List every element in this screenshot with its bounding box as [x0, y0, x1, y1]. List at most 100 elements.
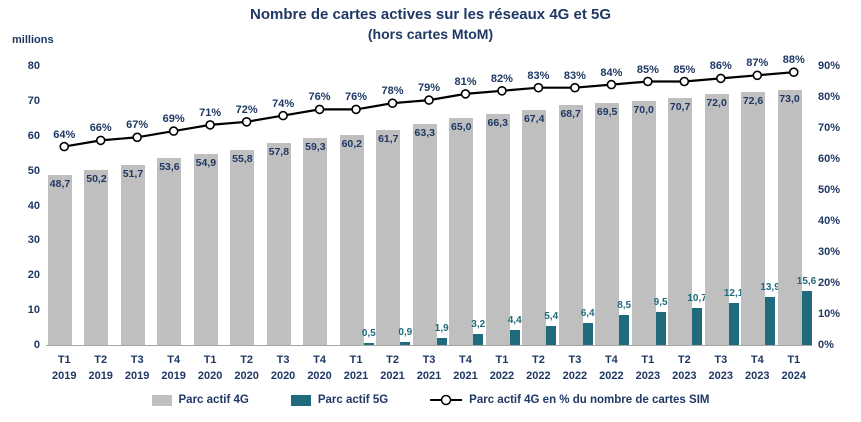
bar-label-4g: 55,8 [232, 153, 253, 166]
right-axis-tick: 0% [818, 339, 834, 351]
bar-label-5g: 6,4 [580, 307, 595, 319]
x-label-year: 2023 [745, 370, 770, 382]
bar-label-4g: 73,0 [779, 93, 800, 106]
bar-5g [546, 326, 557, 345]
pct-line-marker [95, 135, 106, 146]
left-axis-tick: 20 [27, 269, 40, 282]
x-axis-label: T3 2019 [119, 352, 155, 384]
pct-point-label: 83% [527, 69, 550, 82]
x-label-year: 2019 [161, 370, 186, 382]
bar-label-5g: 9,5 [653, 296, 668, 308]
pct-point-label: 79% [417, 82, 441, 95]
x-label-quarter: T4 [604, 354, 618, 366]
x-axis-label: T1 2020 [192, 352, 228, 384]
x-label-year: 2021 [416, 370, 442, 382]
bar-label-4g: 68,7 [560, 108, 581, 121]
bar-5g [436, 338, 447, 345]
pct-line-marker [570, 82, 580, 93]
pct-point-label: 81% [454, 75, 477, 88]
pct-line-marker [424, 95, 434, 105]
x-axis-label: T1 2022 [484, 352, 520, 384]
x-axis-label: T3 2020 [265, 352, 301, 384]
x-axis-label: T2 2021 [374, 352, 410, 384]
pct-line-marker [168, 126, 179, 136]
x-label-quarter: T3 [130, 354, 144, 366]
pct-point-label: 74% [272, 97, 295, 110]
x-axis-label: T2 2019 [82, 352, 118, 384]
x-label-year: 2023 [708, 370, 734, 382]
x-label-quarter: T1 [349, 354, 363, 366]
bar-label-4g: 57,8 [268, 146, 290, 159]
pct-point-label: 76% [345, 91, 368, 104]
pct-line-marker [606, 79, 617, 90]
right-axis-tick: 20% [818, 277, 841, 289]
x-label-year: 2020 [307, 370, 332, 382]
bar-5g [655, 311, 666, 345]
bar-4g [741, 91, 766, 345]
left-axis-tick: 30 [27, 234, 40, 247]
chart-subtitle: (hors cartes MtoM) [367, 26, 494, 42]
pct-point-label: 72% [235, 103, 258, 116]
bar-label-4g: 70,7 [669, 101, 691, 114]
bar-4g [631, 100, 656, 345]
right-axis-tick: 60% [818, 153, 841, 165]
right-axis-tick: 50% [818, 184, 841, 196]
x-label-quarter: T4 [750, 354, 764, 366]
bar-label-5g: 3,2 [471, 318, 486, 330]
x-axis-label: T3 2023 [703, 352, 739, 384]
pct-point-label: 69% [162, 113, 185, 126]
pct-point-label: 83% [563, 69, 586, 82]
bar-label-5g: 10,7 [687, 292, 707, 304]
x-axis-label: T4 2019 [155, 352, 191, 384]
x-axis-label: T3 2022 [557, 352, 593, 384]
bar-label-4g: 54,9 [195, 156, 217, 169]
left-axis-tick: 10 [27, 304, 40, 317]
x-label-quarter: T4 [313, 354, 326, 366]
bar-label-4g: 48,7 [49, 178, 71, 191]
left-axis-tick: 80 [27, 60, 40, 72]
bar-label-5g: 5,4 [544, 311, 559, 323]
bar-5g [363, 343, 374, 345]
x-label-year: 2022 [526, 370, 551, 382]
pct-point-label: 76% [308, 91, 331, 104]
left-axis-tick: 0 [33, 339, 40, 351]
x-axis-label: T3 2021 [411, 352, 447, 384]
pct-line-marker [643, 76, 653, 87]
x-label-quarter: T1 [787, 354, 801, 366]
x-label-quarter: T1 [57, 354, 71, 366]
x-label-year: 2021 [343, 370, 369, 382]
bar-label-4g: 72,6 [742, 94, 764, 107]
bar-4g [558, 105, 583, 345]
bar-5g [801, 290, 812, 345]
pct-line-marker [132, 132, 142, 143]
x-label-quarter: T2 [677, 354, 691, 366]
pct-point-label: 66% [89, 122, 112, 135]
bar-label-4g: 70,0 [633, 103, 654, 116]
pct-point-label: 87% [746, 57, 769, 70]
x-axis-label: T2 2023 [666, 352, 702, 384]
x-label-quarter: T2 [532, 354, 545, 366]
bar-label-5g: 1,9 [434, 323, 449, 335]
bar-4g [120, 164, 145, 345]
bar-label-4g: 67,4 [523, 112, 545, 125]
x-axis-label: T4 2020 [301, 352, 337, 384]
right-axis-tick: 90% [818, 60, 841, 72]
x-label-quarter: T3 [422, 354, 436, 366]
x-axis-label: T4 2023 [739, 352, 775, 384]
pct-point-label: 67% [126, 119, 149, 132]
bar-label-4g: 53,6 [159, 161, 180, 174]
x-label-quarter: T3 [714, 354, 728, 366]
pct-point-label: 85% [673, 63, 696, 76]
x-axis-label: T1 2024 [776, 352, 812, 384]
pct-line-marker [533, 82, 544, 93]
bar-4g [485, 113, 510, 345]
bar-label-5g: 15,6 [796, 275, 817, 287]
bar-4g [522, 109, 547, 345]
pct-line-marker [716, 73, 726, 84]
bar-label-4g: 65,0 [451, 121, 472, 134]
x-axis-label: T1 2019 [46, 352, 82, 384]
plot-area: 48,7 64% 50,2 66% 51,7 67% 53,6 69% 54,9 71% 55,8 7… [46, 54, 816, 345]
bar-4g [376, 129, 401, 345]
x-label-year: 2019 [51, 370, 77, 382]
legend-item-5g: Parc actif 5G [290, 394, 388, 406]
